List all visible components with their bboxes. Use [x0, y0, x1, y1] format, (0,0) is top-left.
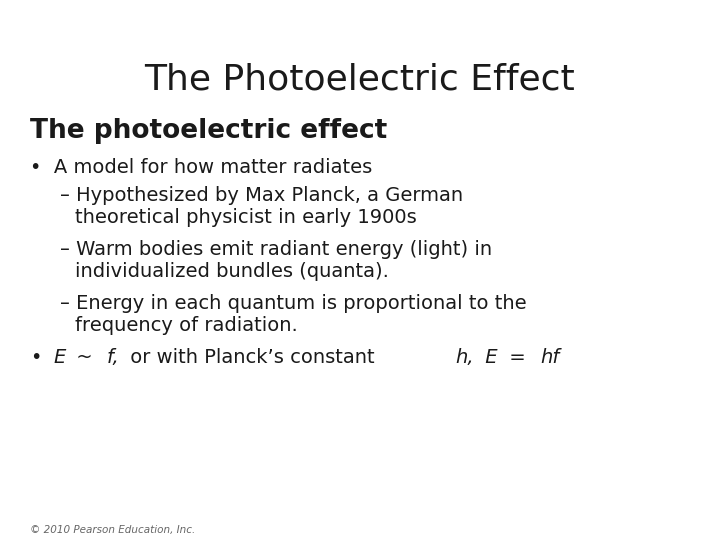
Text: or with Planck’s constant: or with Planck’s constant [124, 348, 380, 367]
Text: f,: f, [107, 348, 120, 367]
Text: – Hypothesized by Max Planck, a German: – Hypothesized by Max Planck, a German [60, 186, 463, 205]
Text: h,: h, [455, 348, 474, 367]
Text: individualized bundles (quanta).: individualized bundles (quanta). [75, 262, 389, 281]
Text: – Warm bodies emit radiant energy (light) in: – Warm bodies emit radiant energy (light… [60, 240, 492, 259]
Text: •: • [30, 348, 41, 367]
Text: hf: hf [541, 348, 559, 367]
Text: The photoelectric effect: The photoelectric effect [30, 118, 387, 144]
Text: •  A model for how matter radiates: • A model for how matter radiates [30, 158, 372, 177]
Text: E: E [479, 348, 498, 367]
Text: =: = [503, 348, 532, 367]
Text: – Energy in each quantum is proportional to the: – Energy in each quantum is proportional… [60, 294, 526, 313]
Text: The Photoelectric Effect: The Photoelectric Effect [145, 62, 575, 96]
Text: © 2010 Pearson Education, Inc.: © 2010 Pearson Education, Inc. [30, 525, 195, 535]
Text: ~: ~ [70, 348, 99, 367]
Text: E: E [54, 348, 66, 367]
Text: frequency of radiation.: frequency of radiation. [75, 316, 298, 335]
Text: theoretical physicist in early 1900s: theoretical physicist in early 1900s [75, 208, 417, 227]
